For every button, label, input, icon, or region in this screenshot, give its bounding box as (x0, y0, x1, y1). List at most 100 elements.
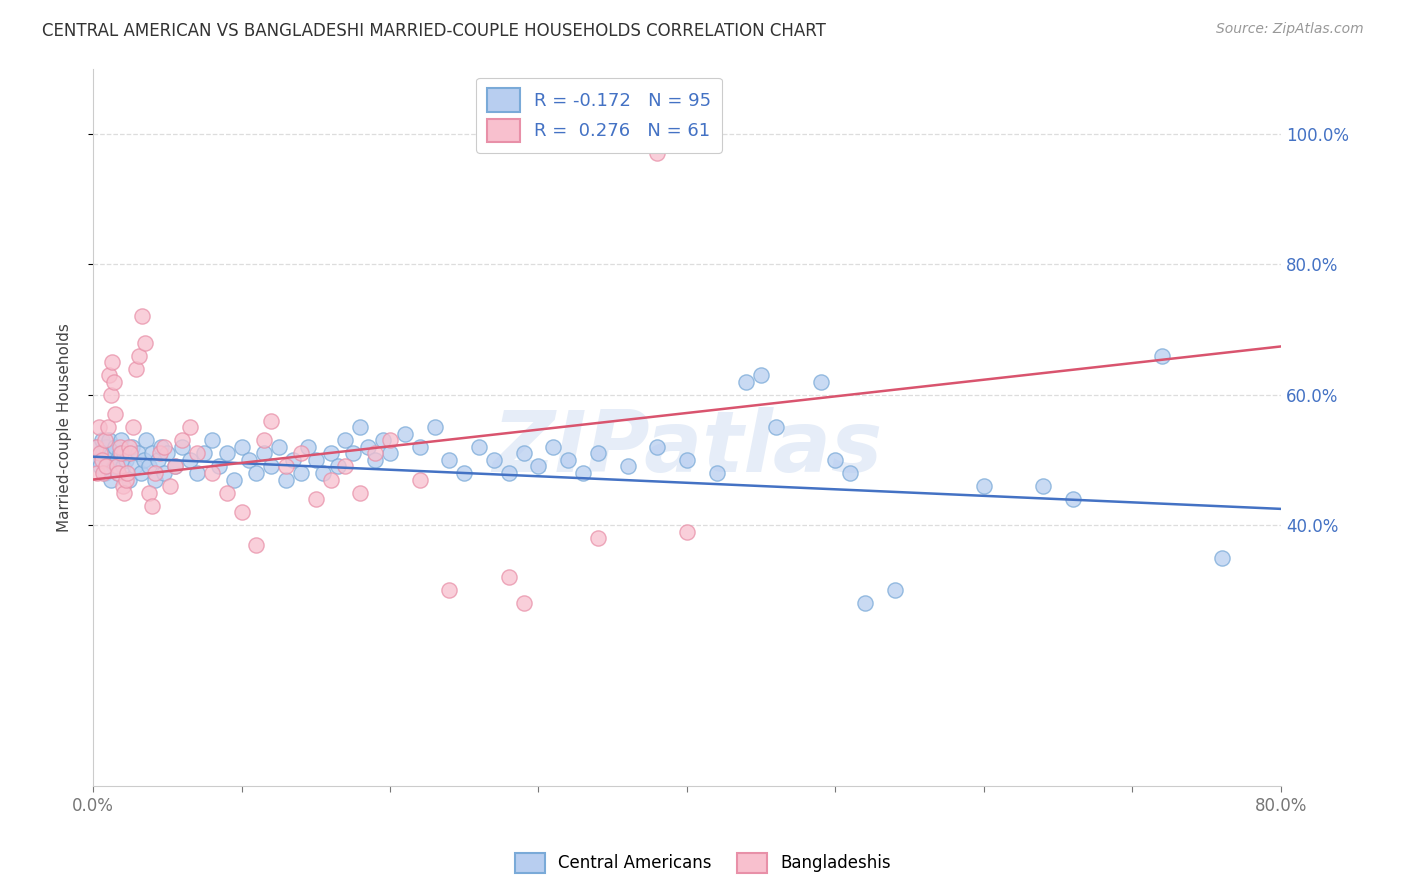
Point (153, 466, 176, 480)
Point (108, 440, 131, 454)
Point (616, 459, 638, 474)
Point (572, 466, 595, 480)
Point (104, 440, 127, 454)
Point (238, 453, 260, 467)
Point (186, 466, 208, 480)
Point (378, 446, 401, 460)
Point (645, 440, 668, 454)
Point (104, 407, 127, 421)
Point (839, 466, 862, 480)
Point (274, 459, 297, 474)
Point (105, 453, 128, 467)
Point (163, 459, 186, 474)
Point (107, 466, 129, 480)
Point (201, 434, 224, 448)
Point (557, 453, 579, 467)
Point (319, 473, 342, 487)
Point (283, 453, 305, 467)
Point (179, 420, 201, 434)
Point (94, 466, 117, 480)
Point (453, 466, 475, 480)
Point (103, 375, 125, 389)
Point (245, 538, 267, 552)
Point (297, 440, 319, 454)
Point (335, 434, 357, 448)
Point (100, 473, 122, 487)
Point (676, 524, 699, 539)
Point (208, 459, 231, 474)
Point (149, 446, 172, 460)
Point (93, 466, 115, 480)
Point (134, 335, 156, 350)
Point (112, 485, 135, 500)
Point (267, 440, 290, 454)
Point (86, 466, 108, 480)
Point (312, 466, 335, 480)
Point (260, 459, 283, 474)
Point (98, 434, 121, 448)
Point (94, 434, 117, 448)
Point (159, 479, 181, 493)
Point (1152, 349, 1174, 363)
Point (371, 434, 394, 448)
Point (125, 361, 148, 376)
Point (231, 440, 253, 454)
Point (319, 446, 342, 460)
Point (498, 570, 520, 584)
Point (498, 466, 520, 480)
Point (1032, 479, 1054, 493)
Point (231, 505, 253, 519)
Point (260, 414, 283, 428)
Point (97, 420, 120, 434)
Point (586, 531, 609, 545)
Point (824, 453, 846, 467)
Point (87, 453, 110, 467)
Point (378, 434, 401, 448)
Point (274, 473, 297, 487)
Point (86, 440, 108, 454)
Point (150, 440, 173, 454)
Text: CENTRAL AMERICAN VS BANGLADESHI MARRIED-COUPLE HOUSEHOLDS CORRELATION CHART: CENTRAL AMERICAN VS BANGLADESHI MARRIED-… (42, 22, 827, 40)
Point (409, 473, 432, 487)
Text: Source: ZipAtlas.com: Source: ZipAtlas.com (1216, 22, 1364, 37)
Point (118, 440, 141, 454)
Point (90, 434, 112, 448)
Point (482, 453, 505, 467)
Point (131, 310, 153, 324)
Point (468, 440, 491, 454)
Point (89, 459, 111, 474)
Point (357, 440, 380, 454)
Point (193, 446, 215, 460)
Point (135, 434, 157, 448)
Point (439, 583, 461, 598)
Point (305, 453, 328, 467)
Point (111, 479, 134, 493)
Point (245, 466, 267, 480)
Point (163, 459, 186, 474)
Point (409, 440, 432, 454)
Point (423, 420, 446, 434)
Point (90, 453, 112, 467)
Point (186, 446, 208, 460)
Point (138, 459, 160, 474)
Point (215, 485, 238, 500)
Point (253, 446, 276, 460)
Point (172, 440, 194, 454)
Point (120, 446, 142, 460)
Point (512, 446, 534, 460)
Point (305, 492, 328, 507)
Legend: Central Americans, Bangladeshis: Central Americans, Bangladeshis (509, 847, 897, 880)
Point (853, 597, 876, 611)
Point (527, 459, 550, 474)
Point (112, 446, 135, 460)
Legend: R = -0.172   N = 95, R =  0.276   N = 61: R = -0.172 N = 95, R = 0.276 N = 61 (477, 78, 721, 153)
Point (349, 420, 371, 434)
Point (749, 368, 772, 383)
Point (114, 473, 136, 487)
Point (290, 446, 312, 460)
Point (222, 473, 245, 487)
Point (108, 446, 131, 460)
Point (87, 420, 110, 434)
Point (156, 446, 179, 460)
Point (179, 453, 201, 467)
